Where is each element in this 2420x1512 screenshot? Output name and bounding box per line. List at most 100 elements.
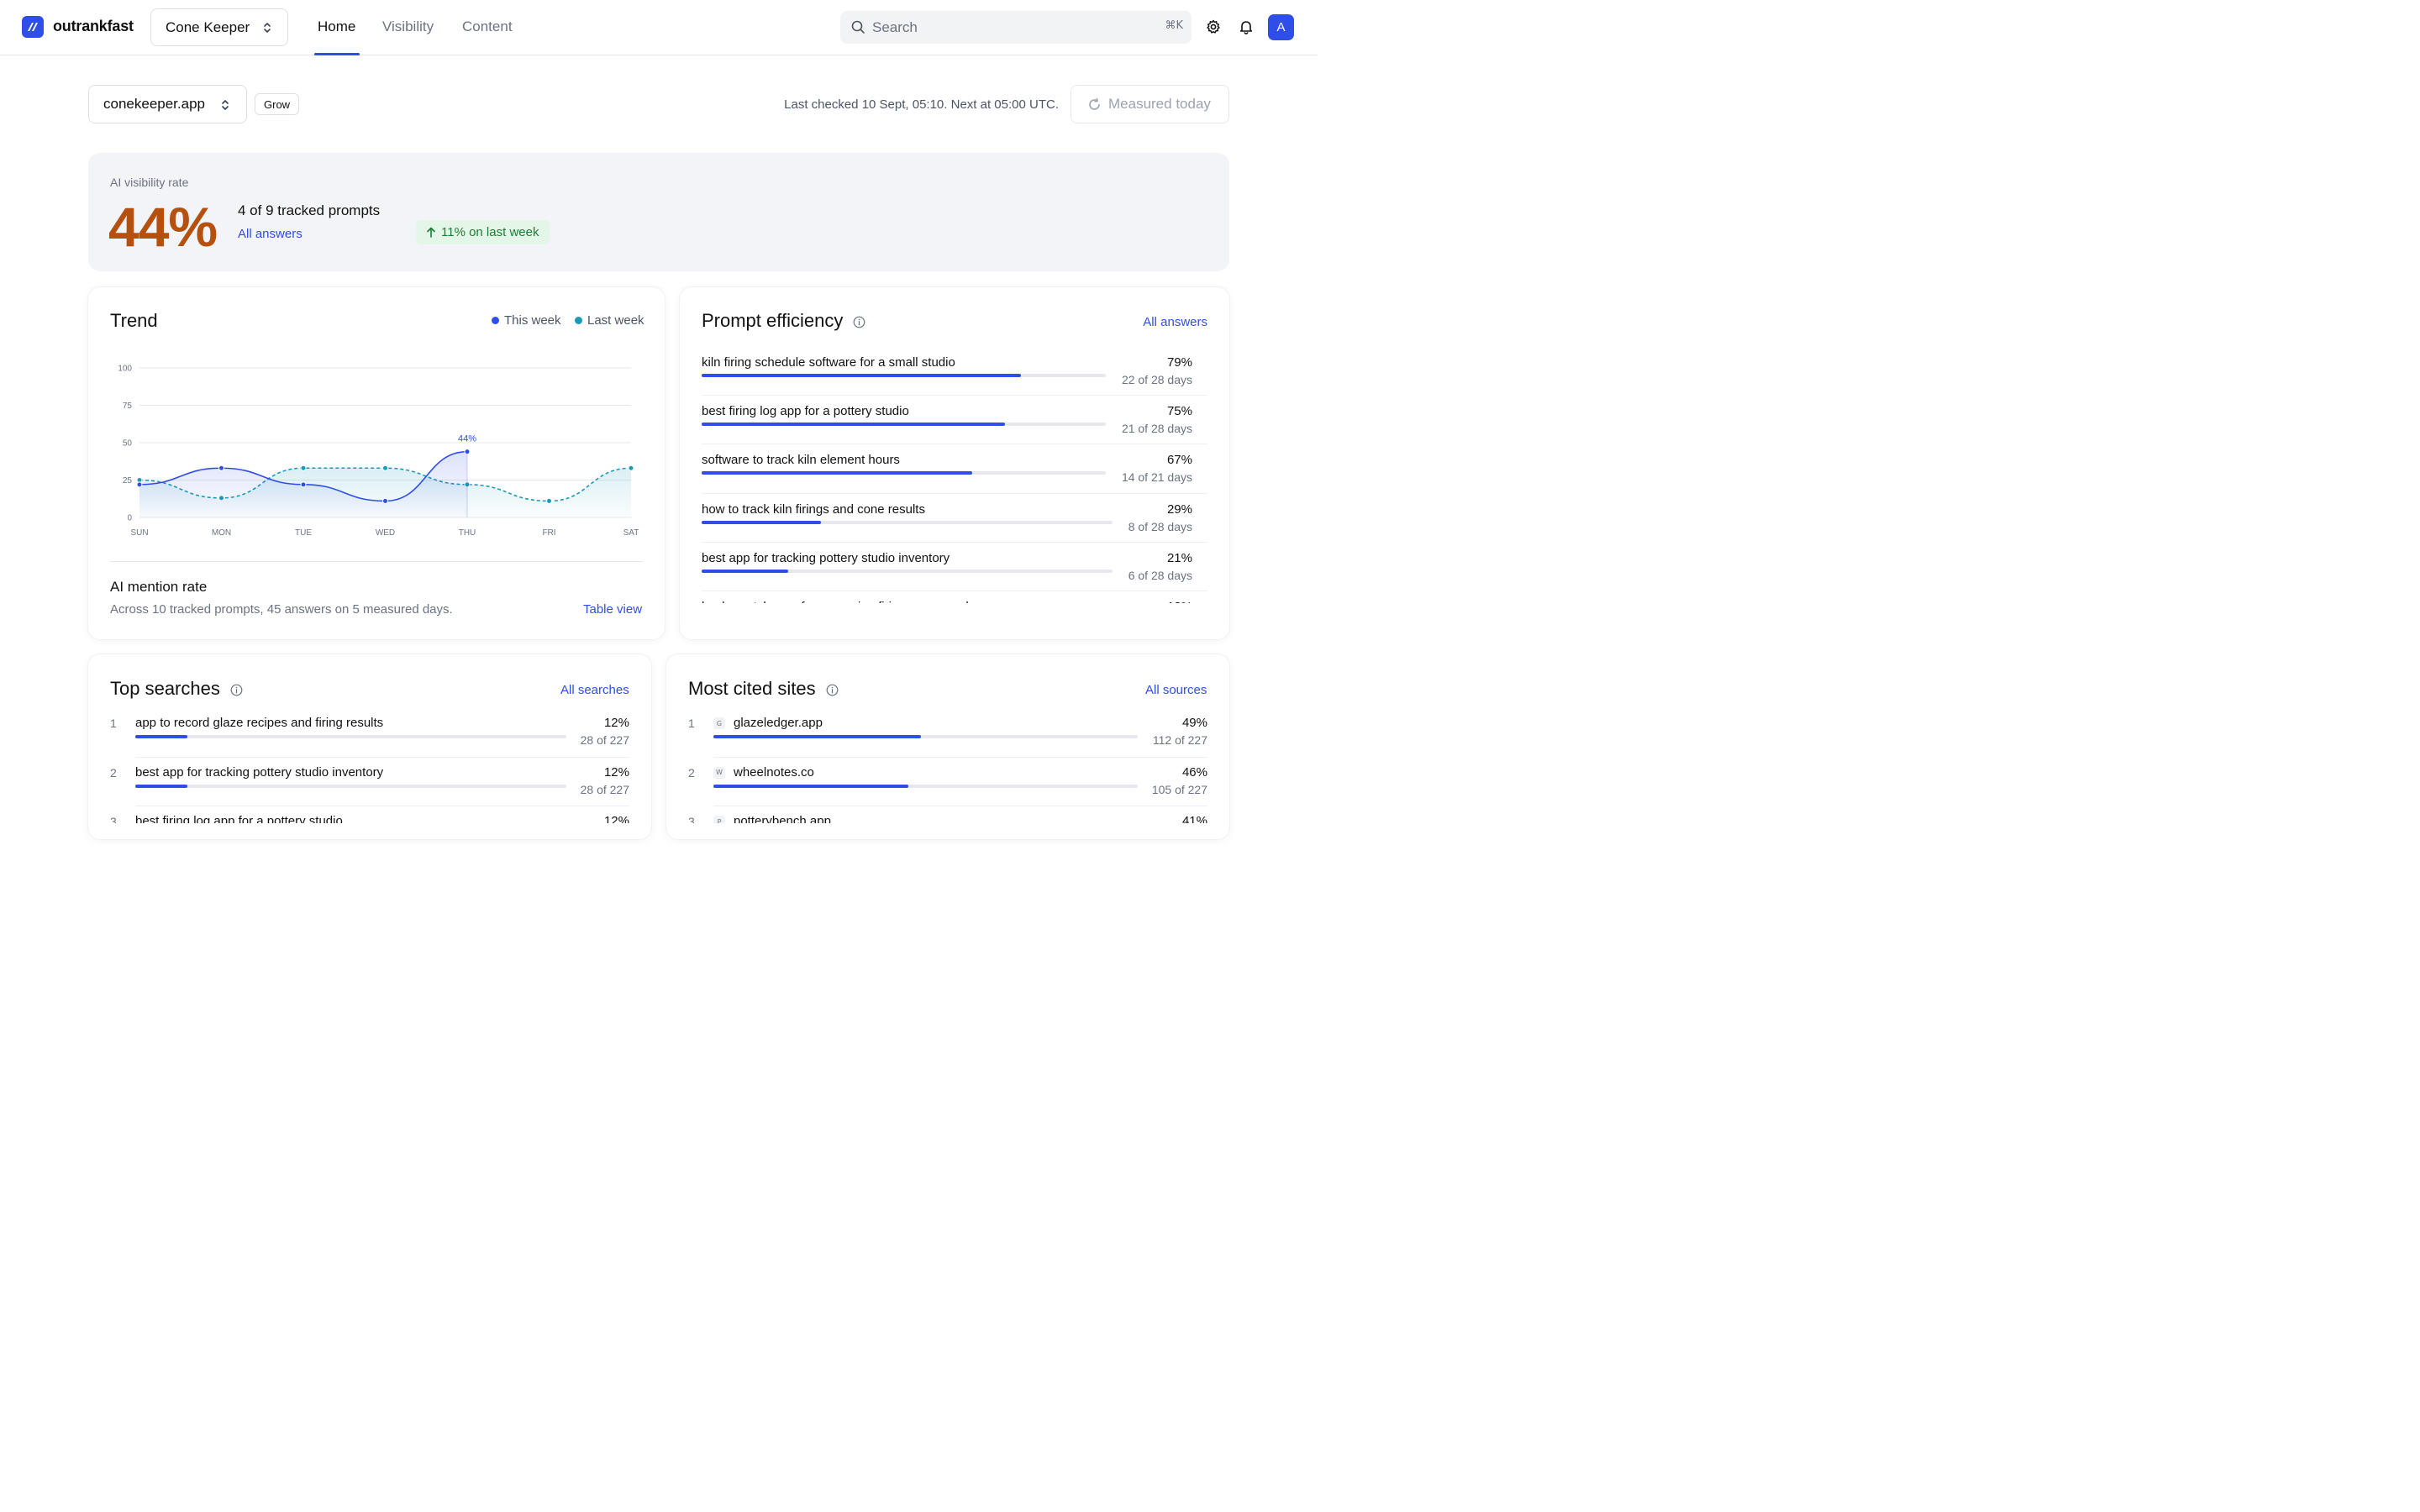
search-input[interactable] [872,17,1141,39]
x-tick-label: FRI [542,528,555,538]
prompt-bar-track [702,569,1113,573]
info-icon[interactable] [853,316,865,328]
prompt-bar-fill [702,471,973,475]
all-searches-link[interactable]: All searches [560,683,629,697]
legend-last-week: Last week [575,313,644,328]
top-searches-list: 1 app to record glaze recipes and firing … [110,710,629,823]
y-tick-label: 25 [123,476,133,486]
search-rank: 1 [110,717,117,730]
site-rank: 2 [688,765,695,780]
prompt-percent: 67% [1166,453,1192,468]
search-bar-fill [135,784,187,788]
prompt-bar-track [702,374,1106,377]
site-text: potterybench.app [734,814,831,823]
x-tick-label: WED [376,528,395,538]
site-percent: 46% [1181,764,1207,780]
prompt-text: best app for tracking pottery studio inv… [702,550,950,565]
search-text: best firing log app for a pottery studio [135,814,343,823]
prompt-bar-track [702,423,1106,427]
arrow-up-icon [427,227,435,238]
trend-title: Trend [110,310,158,331]
tab-visibility[interactable]: Visibility [382,18,434,34]
search-row[interactable]: 1 app to record glaze recipes and firing … [110,710,629,759]
row-divider [702,541,1207,543]
prompt-row[interactable]: software to track kiln element hours 67% 1… [702,447,1207,496]
prompt-percent: 29% [1166,501,1192,517]
prompt-row[interactable]: kanban-style app for managing firing que… [702,594,1207,603]
prompt-row[interactable]: kiln firing schedule software for a smal… [702,349,1207,398]
search-bar-track [135,735,566,738]
bell-icon[interactable] [1238,18,1255,35]
site-count: 105 of 227 [1151,782,1207,796]
y-tick-label: 0 [127,514,132,523]
domain-selector[interactable]: conekeeper.app [88,85,247,123]
prompt-percent: 75% [1166,404,1192,419]
prompt-row[interactable]: best firing log app for a pottery studio… [702,398,1207,447]
search-icon [851,20,865,34]
trend-line-chart: 0 25 50 75 100 SUN MON TUE WED THU FRI SAT 44% [118,365,639,538]
gear-icon[interactable] [1205,18,1222,35]
info-icon[interactable] [230,684,243,696]
x-tick-label: MON [212,528,231,538]
search-row[interactable]: 2 best app for tracking pottery studio in… [110,759,629,809]
avatar[interactable]: A [1268,14,1294,40]
tracked-prompts-count: 4 of 9 tracked prompts [238,202,381,218]
prompt-bar-fill [702,520,821,524]
data-point [300,481,307,488]
table-view-link[interactable]: Table view [583,602,643,617]
search-row[interactable]: 3 best firing log app for a pottery studi… [110,808,629,823]
row-divider [702,492,1207,494]
visibility-rate: 44% [108,196,218,258]
plan-badge: Grow [255,93,300,115]
y-tick-label: 100 [118,365,132,374]
search-box[interactable]: ⌘K [840,11,1192,44]
search-percent: 12% [603,764,629,780]
all-sources-link[interactable]: All sources [1145,683,1207,697]
prompt-percent: 79% [1166,355,1192,370]
most-cited-sites-title: Most cited sites [688,678,839,700]
prompt-text: kiln firing schedule software for a smal… [702,355,955,370]
prompt-efficiency-list: kiln firing schedule software for a smal… [702,349,1207,603]
search-bar-track [135,784,566,788]
prompt-row[interactable]: how to track kiln firings and cone resul… [702,496,1207,545]
project-selector[interactable]: Cone Keeper [150,8,288,46]
prompt-days: 6 of 28 days [1128,568,1192,582]
logo-icon[interactable] [22,16,44,38]
tab-home[interactable]: Home [318,18,356,34]
prompt-efficiency-all-answers-link[interactable]: All answers [1143,315,1207,329]
mention-rate-title: AI mention rate [110,579,208,595]
visibility-label: AI visibility rate [110,176,189,189]
search-shortcut: ⌘K [1165,19,1183,32]
site-percent: 49% [1181,716,1207,730]
visibility-summary-card: AI visibility rate 44% 4 of 9 tracked pr… [88,153,1229,271]
prompt-bar-fill [702,374,1021,377]
info-icon[interactable] [826,684,839,696]
weekly-change-text: 11% on last week [441,225,539,239]
domain-selector-label: conekeeper.app [103,96,205,112]
data-point [382,497,388,504]
prompt-efficiency-card [680,287,1229,639]
x-tick-label: SUN [130,528,148,538]
measure-button-label: Measured today [1108,96,1211,112]
app-name[interactable]: outrankfast [53,18,134,34]
measure-button[interactable]: Measured today [1071,85,1229,123]
all-answers-link[interactable]: All answers [238,227,302,241]
prompt-text: best firing log app for a pottery studio [702,404,909,419]
site-count: 112 of 227 [1152,733,1207,747]
tab-content[interactable]: Content [462,18,513,34]
prompt-percent: 21% [1166,550,1192,565]
row-divider [702,395,1207,396]
data-label: 44% [458,434,476,444]
y-tick-label: 75 [123,402,133,411]
prompt-text: kanban-style app for managing firing que… [702,600,969,603]
site-percent: 41% [1181,814,1207,823]
row-divider [713,756,1207,758]
prompt-row[interactable]: best app for tracking pottery studio inv… [702,545,1207,594]
prompt-days: 14 of 21 days [1121,470,1192,485]
site-favicon-icon: G [713,717,725,729]
prompt-bar-fill [702,569,788,573]
last-checked-text: Last checked 10 Sept, 05:10. Next at 05:… [784,97,1059,112]
